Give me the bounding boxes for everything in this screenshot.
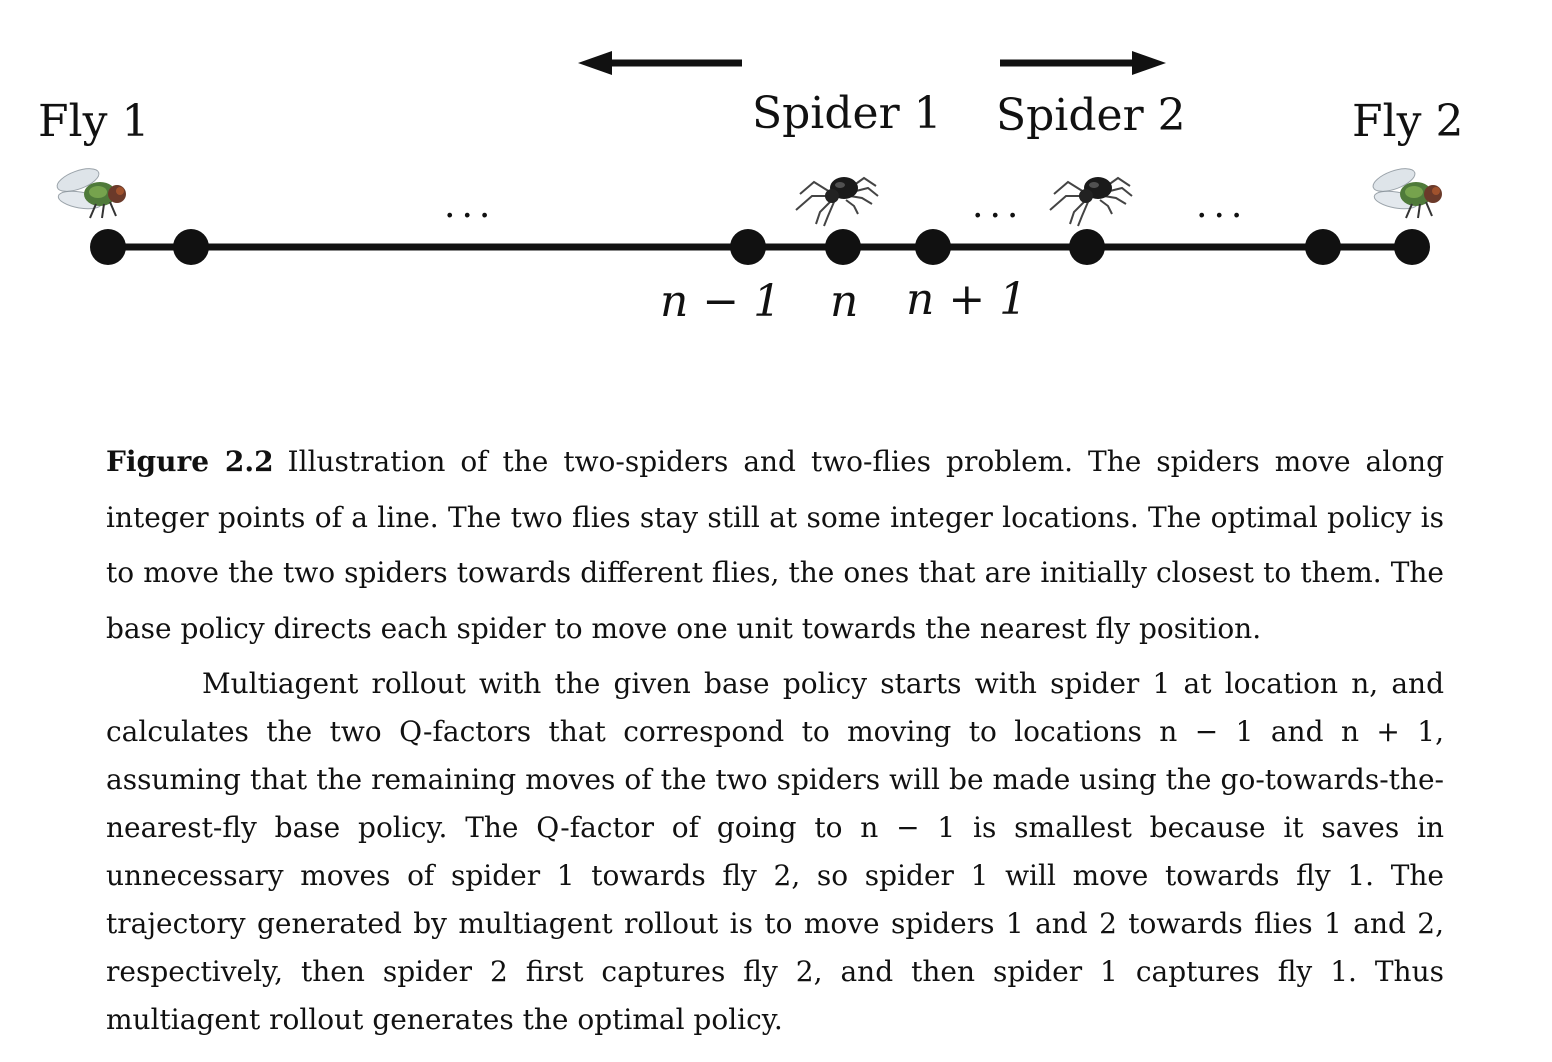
caption-text: Illustration of the two-spiders and two-… xyxy=(106,445,1444,646)
arrow-left-icon xyxy=(578,51,742,75)
label-n-minus-1: n − 1 xyxy=(660,276,782,327)
spider-2-label: Spider 2 xyxy=(996,90,1186,141)
body-paragraph: Multiagent rollout with the given base p… xyxy=(106,667,1444,1036)
ellipsis-left: ... xyxy=(444,185,497,226)
ellipsis-right: ... xyxy=(1196,185,1249,226)
figure-number: Figure 2.2 xyxy=(106,445,274,478)
arrow-right-icon xyxy=(1000,51,1166,75)
label-n-plus-1: n + 1 xyxy=(906,274,1028,325)
figure-caption: Figure 2.2 Illustration of the two-spider… xyxy=(106,434,1444,657)
point xyxy=(730,229,766,265)
fly-1-label: Fly 1 xyxy=(38,96,150,147)
fly-2-label: Fly 2 xyxy=(1352,96,1464,147)
spiders-flies-figure: Fly 1 Fly 2 Spider 1 Spider 2 ... ... ..… xyxy=(0,0,1552,400)
point xyxy=(90,229,126,265)
point xyxy=(1069,229,1105,265)
fly-icon xyxy=(1372,168,1442,219)
spider-icon xyxy=(795,176,879,227)
point xyxy=(1305,229,1341,265)
figure-diagram xyxy=(56,51,1442,265)
point xyxy=(915,229,951,265)
integer-points xyxy=(90,229,1430,265)
label-n: n xyxy=(830,276,859,327)
point xyxy=(173,229,209,265)
fly-icon xyxy=(56,168,126,219)
spider-icon xyxy=(1049,176,1133,227)
point xyxy=(1394,229,1430,265)
point xyxy=(825,229,861,265)
ellipsis-middle: ... xyxy=(972,185,1025,226)
spider-1-label: Spider 1 xyxy=(752,88,942,139)
